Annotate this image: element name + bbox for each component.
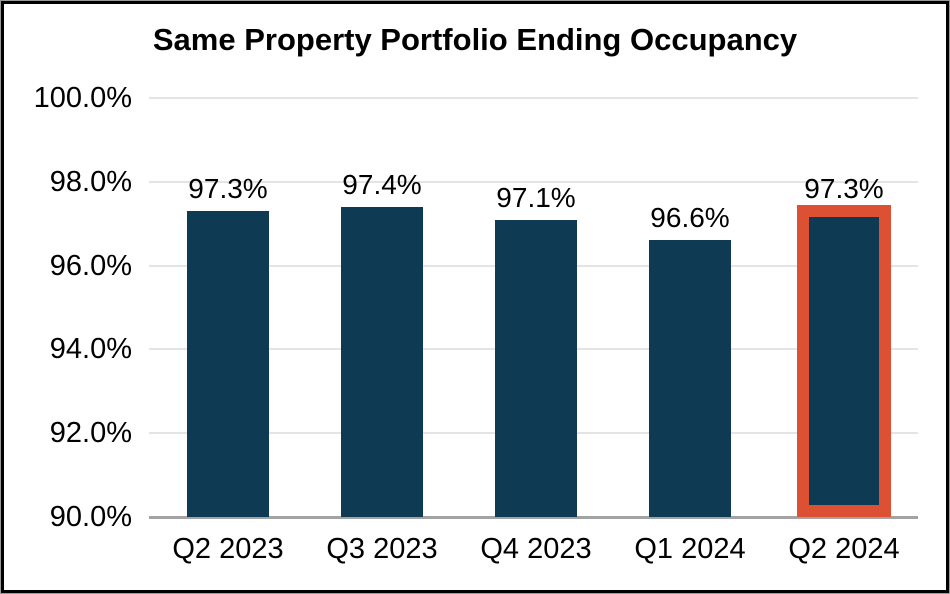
- x-axis-tick-label-q4-2023: Q4 2023: [480, 533, 592, 565]
- data-label-q3-2023: 97.4%: [342, 168, 422, 200]
- y-axis-tick-label: 92.0%: [49, 417, 132, 450]
- data-label-q1-2024: 96.6%: [650, 202, 730, 234]
- bar-q4-2023: [495, 219, 577, 517]
- bar-q2-2024-highlighted: [797, 205, 891, 517]
- data-label-q2-2023: 97.3%: [188, 173, 268, 205]
- bar-q2-2023: [187, 211, 269, 517]
- gridline: [149, 97, 918, 99]
- data-label-q2-2024: 97.3%: [804, 173, 884, 205]
- x-axis-tick-label-q2-2023: Q2 2023: [172, 533, 284, 565]
- x-axis-tick-label-q2-2024: Q2 2024: [788, 533, 900, 565]
- x-axis-line: [149, 516, 918, 519]
- chart-title: Same Property Portfolio Ending Occupancy: [152, 22, 798, 57]
- y-axis-tick-label: 96.0%: [49, 249, 132, 282]
- y-axis-tick-label: 100.0%: [33, 82, 132, 114]
- bar-q1-2024: [649, 240, 731, 517]
- bar-q3-2023: [341, 206, 423, 517]
- y-axis-tick-label: 98.0%: [49, 165, 132, 198]
- gridline: [149, 180, 918, 183]
- y-axis-tick-label: 94.0%: [49, 333, 132, 366]
- x-axis-tick-label-q1-2024: Q1 2024: [634, 533, 746, 565]
- x-axis-tick-label-q3-2023: Q3 2023: [326, 533, 438, 565]
- data-label-q4-2023: 97.1%: [496, 181, 576, 213]
- y-axis-tick-label: 90.0%: [49, 501, 132, 533]
